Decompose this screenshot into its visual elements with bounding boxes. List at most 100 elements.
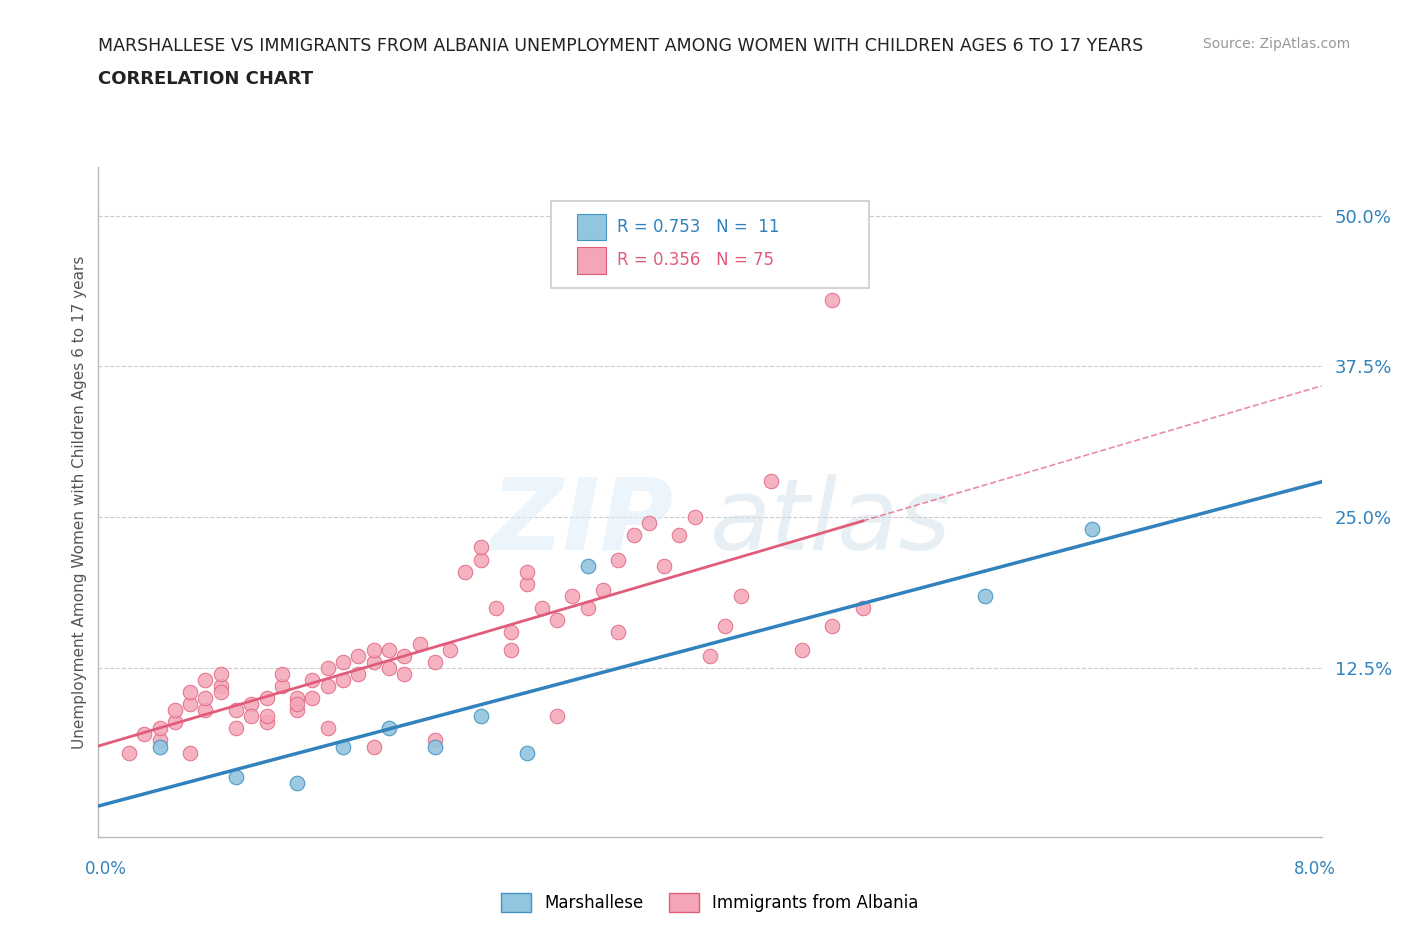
Point	[592, 582, 614, 597]
Point	[332, 655, 354, 670]
Point	[149, 733, 172, 748]
Point	[301, 691, 323, 706]
Point	[821, 293, 844, 308]
Point	[316, 679, 339, 694]
Point	[576, 558, 599, 573]
Text: Source: ZipAtlas.com: Source: ZipAtlas.com	[1202, 37, 1350, 51]
Point	[256, 709, 278, 724]
Point	[516, 745, 538, 760]
Point	[270, 679, 294, 694]
Point	[1081, 522, 1104, 537]
Point	[209, 684, 232, 699]
FancyBboxPatch shape	[551, 201, 869, 288]
Point	[546, 709, 568, 724]
Text: atlas: atlas	[710, 473, 952, 571]
Point	[378, 721, 401, 736]
Point	[408, 636, 430, 651]
Point	[256, 715, 278, 730]
Point	[790, 643, 813, 658]
Point	[209, 679, 232, 694]
Point	[240, 709, 263, 724]
Point	[730, 589, 752, 604]
Point	[194, 691, 217, 706]
Point	[683, 510, 706, 525]
Point	[285, 691, 308, 706]
Text: 0.0%: 0.0%	[84, 860, 127, 878]
Point	[485, 601, 508, 616]
Point	[530, 601, 553, 616]
Point	[285, 776, 308, 790]
Text: CORRELATION CHART: CORRELATION CHART	[98, 70, 314, 87]
Point	[439, 643, 461, 658]
Point	[363, 643, 385, 658]
Point	[194, 672, 217, 687]
Point	[332, 672, 354, 687]
Point	[714, 618, 737, 633]
Legend: Marshallese, Immigrants from Albania: Marshallese, Immigrants from Albania	[495, 886, 925, 919]
Point	[149, 739, 172, 754]
Point	[392, 648, 416, 663]
Point	[423, 733, 446, 748]
Point	[347, 648, 370, 663]
Y-axis label: Unemployment Among Women with Children Ages 6 to 17 years: Unemployment Among Women with Children A…	[72, 256, 87, 749]
Point	[392, 667, 416, 682]
Point	[301, 672, 323, 687]
FancyBboxPatch shape	[576, 247, 606, 273]
Point	[501, 643, 523, 658]
Text: R = 0.753   N =  11: R = 0.753 N = 11	[617, 218, 779, 236]
Point	[285, 703, 308, 718]
Point	[470, 709, 492, 724]
Text: 8.0%: 8.0%	[1294, 860, 1336, 878]
Point	[561, 589, 583, 604]
Point	[332, 739, 354, 754]
Point	[974, 589, 997, 604]
Point	[759, 473, 782, 488]
Text: MARSHALLESE VS IMMIGRANTS FROM ALBANIA UNEMPLOYMENT AMONG WOMEN WITH CHILDREN AG: MARSHALLESE VS IMMIGRANTS FROM ALBANIA U…	[98, 37, 1143, 55]
Point	[256, 691, 278, 706]
Point	[546, 612, 568, 627]
Point	[637, 516, 661, 531]
Point	[821, 618, 844, 633]
Point	[576, 601, 599, 616]
Point	[316, 660, 339, 675]
Text: R = 0.356   N = 75: R = 0.356 N = 75	[617, 251, 775, 270]
Point	[423, 655, 446, 670]
Point	[179, 745, 201, 760]
Text: ZIP: ZIP	[491, 473, 673, 571]
Point	[209, 667, 232, 682]
Point	[363, 739, 385, 754]
Point	[378, 643, 401, 658]
Point	[501, 624, 523, 639]
Point	[363, 655, 385, 670]
Point	[470, 540, 492, 555]
Point	[852, 601, 875, 616]
Point	[240, 697, 263, 711]
Point	[179, 697, 201, 711]
Point	[149, 721, 172, 736]
Point	[623, 528, 645, 543]
Point	[470, 552, 492, 567]
Point	[270, 667, 294, 682]
Point	[454, 565, 477, 579]
Point	[699, 648, 721, 663]
Point	[652, 558, 675, 573]
Point	[607, 552, 630, 567]
Point	[118, 745, 141, 760]
Point	[378, 660, 401, 675]
FancyBboxPatch shape	[576, 214, 606, 240]
Point	[516, 565, 538, 579]
Point	[516, 577, 538, 591]
Point	[225, 769, 247, 784]
Point	[163, 703, 186, 718]
Point	[668, 528, 690, 543]
Point	[347, 667, 370, 682]
Point	[423, 739, 446, 754]
Point	[225, 721, 247, 736]
Point	[225, 703, 247, 718]
Point	[607, 624, 630, 639]
Point	[194, 703, 217, 718]
Point	[179, 684, 201, 699]
Point	[316, 721, 339, 736]
Point	[134, 727, 156, 742]
Point	[163, 715, 186, 730]
